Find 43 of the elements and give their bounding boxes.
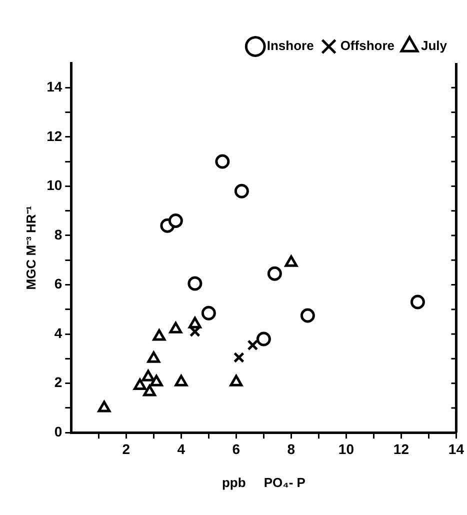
point [267, 266, 282, 281]
point [230, 374, 243, 386]
legend-label: Inshore [266, 38, 314, 54]
y-tick-label: 12 [46, 128, 62, 144]
point [188, 276, 202, 291]
y-tick-label: 4 [54, 324, 62, 341]
point [410, 294, 425, 310]
x-tick-label: 10 [338, 440, 354, 457]
x-tick-label: 2 [122, 440, 130, 457]
point [247, 340, 258, 351]
point [201, 306, 216, 320]
x-tick-label: 14 [448, 440, 464, 457]
y-tick-label: 6 [54, 276, 62, 292]
point [150, 374, 163, 386]
point [233, 352, 244, 363]
point [133, 378, 146, 390]
x-tick-label: 12 [393, 440, 410, 457]
point [174, 374, 188, 386]
point [152, 329, 166, 341]
y-tick-label: 8 [54, 226, 62, 242]
legend-label: July [420, 38, 448, 54]
y-tick-label: 0 [54, 423, 62, 440]
point [147, 351, 160, 363]
y-axis-title: MGC M⁻³ HR⁻¹ [23, 206, 38, 290]
point [256, 332, 271, 346]
point [98, 400, 111, 412]
y-tick-label: 10 [46, 177, 62, 194]
y-tick-label: 2 [54, 374, 62, 390]
point [188, 316, 202, 328]
point [169, 322, 182, 334]
point [234, 184, 249, 198]
x-tick-label: 6 [232, 440, 240, 457]
point [143, 384, 156, 396]
legend-label: Offshore [340, 38, 394, 54]
point [300, 308, 315, 323]
point [168, 213, 183, 228]
x-axis-title: ppb PO₄- P [222, 474, 306, 490]
x-tick-label: 4 [177, 440, 186, 457]
x-tick-label: 8 [287, 440, 296, 457]
y-tick-label: 14 [46, 78, 62, 94]
point [284, 255, 298, 267]
point [215, 154, 230, 169]
point [142, 370, 155, 382]
